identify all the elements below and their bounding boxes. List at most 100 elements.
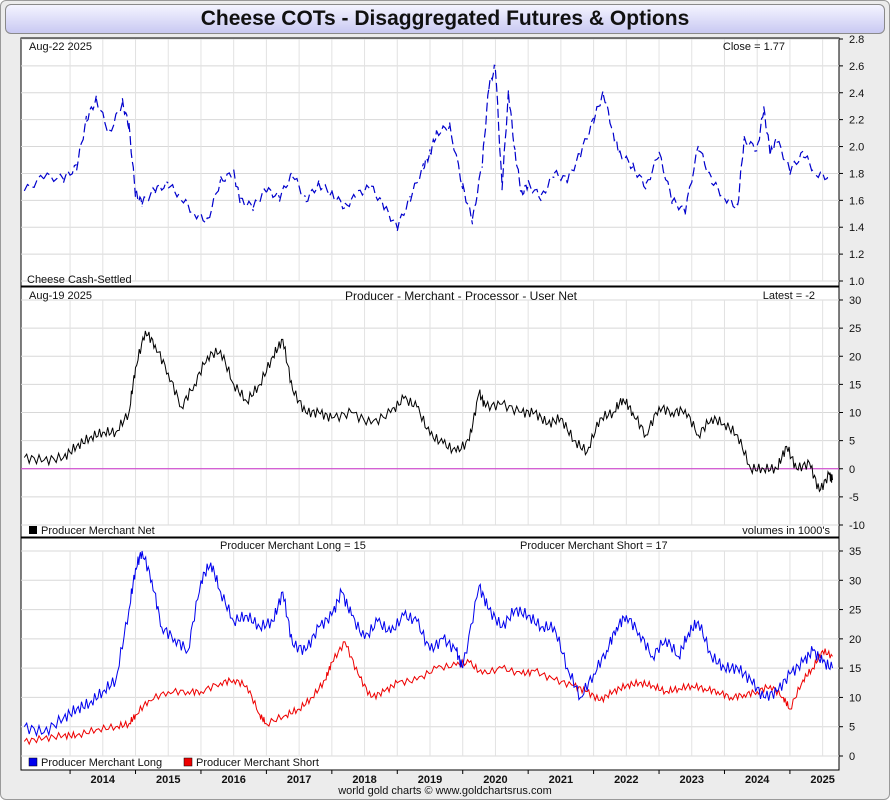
x-tick-label: 2023 [680, 774, 704, 786]
x-tick-label: 2015 [156, 774, 180, 786]
price-segment [85, 95, 97, 122]
net-series-line [23, 330, 833, 493]
y-tick-label: 2.2 [849, 115, 864, 127]
price-segment [619, 150, 634, 170]
y-tick-label: 1.6 [849, 195, 864, 207]
price-segment [318, 182, 333, 198]
price-segment [207, 179, 222, 219]
x-tick-label: 2022 [614, 774, 638, 786]
price-segment [462, 183, 474, 225]
long-stat-label: Producer Merchant Long = 15 [220, 540, 366, 552]
price-segment [43, 172, 65, 183]
net-legend-swatch [29, 526, 37, 534]
price-segment [305, 180, 320, 203]
price-segment [488, 64, 496, 90]
price-segment [95, 98, 110, 132]
y-tick-label: 10 [849, 692, 861, 704]
price-segment [566, 153, 581, 183]
price-segment [579, 117, 595, 158]
price-segment [265, 186, 281, 199]
price-segment [449, 122, 464, 190]
net-latest-label: Latest = -2 [763, 290, 815, 302]
x-tick-label: 2018 [352, 774, 376, 786]
price-segment [409, 163, 425, 202]
price-segment [507, 93, 516, 150]
short-series-line [23, 641, 833, 746]
net-date-label: Aug-19 2025 [29, 290, 92, 302]
price-segment [593, 88, 604, 124]
x-tick-label: 2016 [221, 774, 245, 786]
y-tick-label: 1.8 [849, 168, 864, 180]
price-segment [233, 169, 241, 205]
price-segment [292, 176, 306, 197]
price-segment [23, 174, 45, 192]
x-tick-label: 2017 [287, 774, 311, 786]
price-segment [602, 94, 614, 130]
price-segment [278, 170, 294, 202]
price-segment [371, 185, 385, 211]
footer-credit: world gold charts © www.goldchartsrus.co… [338, 785, 552, 797]
y-tick-label: 25 [849, 605, 861, 617]
net-legend-label: Producer Merchant Net [41, 525, 155, 537]
price-segment [62, 164, 77, 183]
price-segment [789, 150, 804, 175]
y-tick-label: -5 [849, 492, 859, 504]
price-segment [684, 145, 699, 215]
x-tick-label: 2014 [91, 774, 116, 786]
price-segment [383, 205, 398, 229]
grid-lines [21, 38, 839, 757]
x-tick-label: 2025 [810, 774, 834, 786]
price-segment [521, 184, 529, 196]
price-segment [612, 132, 621, 156]
price-segment [109, 102, 123, 132]
price-segment [527, 180, 542, 202]
price-segment [815, 171, 830, 181]
price-segment [671, 196, 686, 214]
price-segment [121, 98, 130, 130]
y-tick-label: -10 [849, 520, 865, 532]
price-date-label: Aug-22 2025 [29, 41, 92, 53]
price-segment [743, 136, 758, 152]
price-segment [180, 198, 195, 214]
price-segment [141, 186, 156, 205]
long-series-line [23, 550, 833, 738]
x-tick-label: 2021 [549, 774, 573, 786]
x-tick-label: 2024 [745, 774, 770, 786]
price-segment [553, 169, 568, 184]
price-segment [645, 156, 660, 184]
price-segment [723, 198, 739, 210]
price-segment [756, 112, 765, 146]
short-stat-label: Producer Merchant Short = 17 [520, 540, 668, 552]
price-segment [540, 176, 555, 196]
price-segment [193, 212, 209, 224]
price-segment [167, 183, 182, 199]
y-tick-label: 15 [849, 379, 861, 391]
price-segment [501, 88, 510, 191]
y-tick-label: 20 [849, 351, 861, 363]
x-tick-label: 2019 [418, 774, 442, 786]
y-tick-label: 2.6 [849, 61, 864, 73]
price-segment [514, 151, 523, 193]
y-tick-label: 25 [849, 323, 861, 335]
short-legend-label: Producer Merchant Short [196, 757, 319, 769]
price-segment [737, 138, 745, 206]
y-tick-label: 20 [849, 634, 861, 646]
price-segment [344, 193, 359, 208]
price-segment [135, 190, 143, 207]
price-segment [76, 115, 87, 171]
y-tick-label: 35 [849, 546, 861, 558]
price-segment [128, 123, 137, 198]
chart-title: Cheese COTs - Disaggregated Futures & Op… [5, 4, 885, 34]
x-tick-label: 2020 [483, 774, 507, 786]
price-segment [632, 162, 647, 190]
y-tick-label: 10 [849, 408, 861, 420]
y-tick-label: 15 [849, 663, 861, 675]
price-segment [429, 130, 438, 155]
price-segment [494, 69, 503, 185]
axis-ticks: 1.0 1.2 1.4 1.6 1.8 2.0 2.2 2.4 2.6 2.8 -10 -5 0 5 10 1… [69, 34, 865, 786]
price-segment [240, 197, 254, 212]
price-segment [802, 154, 817, 172]
price-segment [763, 106, 771, 158]
